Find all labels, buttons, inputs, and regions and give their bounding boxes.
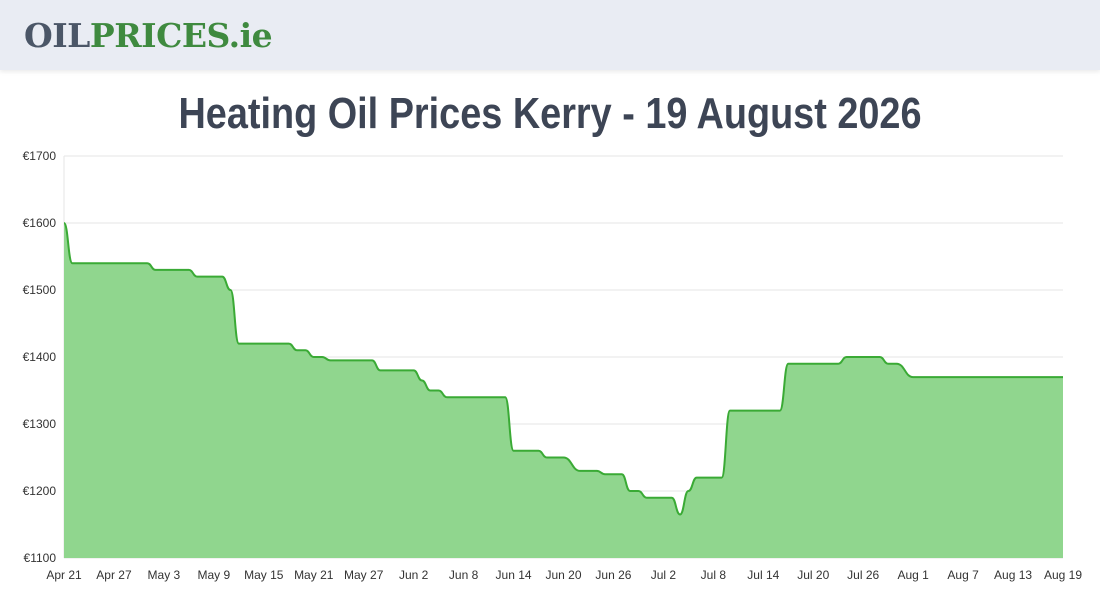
x-tick-label: Jun 26 bbox=[595, 568, 631, 582]
price-point[interactable] bbox=[144, 260, 150, 266]
site-header: OILPRICES.ie bbox=[0, 0, 1100, 70]
price-point[interactable] bbox=[777, 408, 783, 414]
price-point[interactable] bbox=[677, 511, 683, 517]
price-point[interactable] bbox=[785, 361, 791, 367]
y-tick-label: €1400 bbox=[23, 350, 57, 364]
y-tick-label: €1700 bbox=[23, 149, 57, 163]
price-point[interactable] bbox=[877, 354, 883, 360]
price-point[interactable] bbox=[885, 361, 891, 367]
x-tick-label: Jul 8 bbox=[701, 568, 727, 582]
x-tick-label: May 3 bbox=[148, 568, 181, 582]
x-tick-label: Jul 20 bbox=[797, 568, 829, 582]
price-point[interactable] bbox=[436, 388, 442, 394]
price-point[interactable] bbox=[827, 361, 833, 367]
x-tick-label: Apr 27 bbox=[96, 568, 132, 582]
price-point[interactable] bbox=[61, 220, 67, 226]
x-tick-label: Jul 2 bbox=[651, 568, 677, 582]
logo-text-oil: OIL bbox=[24, 16, 90, 55]
price-point[interactable] bbox=[419, 377, 425, 383]
x-tick-label: May 15 bbox=[244, 568, 284, 582]
price-point[interactable] bbox=[527, 448, 533, 454]
price-point[interactable] bbox=[710, 475, 716, 481]
price-point[interactable] bbox=[536, 448, 542, 454]
x-tick-label: Jun 2 bbox=[399, 568, 429, 582]
x-tick-label: Aug 19 bbox=[1044, 568, 1082, 582]
price-point[interactable] bbox=[544, 455, 550, 461]
site-logo[interactable]: OILPRICES.ie bbox=[24, 16, 273, 56]
price-point[interactable] bbox=[727, 408, 733, 414]
price-point[interactable] bbox=[594, 468, 600, 474]
area-layer bbox=[61, 220, 1066, 558]
price-point[interactable] bbox=[894, 361, 900, 367]
price-point[interactable] bbox=[244, 341, 250, 347]
logo-text-prices: PRICES bbox=[89, 16, 229, 55]
price-point[interactable] bbox=[311, 354, 317, 360]
price-point[interactable] bbox=[644, 495, 650, 501]
price-point[interactable] bbox=[219, 274, 225, 280]
y-tick-label: €1500 bbox=[23, 283, 57, 297]
price-point[interactable] bbox=[627, 488, 633, 494]
price-point[interactable] bbox=[511, 448, 517, 454]
price-point[interactable] bbox=[694, 475, 700, 481]
price-point[interactable] bbox=[294, 347, 300, 353]
price-point[interactable] bbox=[602, 471, 608, 477]
logo-text-tld: .ie bbox=[228, 16, 273, 55]
y-tick-label: €1100 bbox=[24, 551, 57, 565]
price-point[interactable] bbox=[835, 361, 841, 367]
price-point[interactable] bbox=[502, 394, 508, 400]
price-point[interactable] bbox=[402, 367, 408, 373]
price-point[interactable] bbox=[760, 408, 766, 414]
x-tick-label: May 21 bbox=[294, 568, 334, 582]
price-point[interactable] bbox=[153, 267, 159, 273]
price-chart: €1100 €1200 €1300 €1400 €1500 €1600 €1700 Apr 2… bbox=[23, 149, 1083, 582]
x-tick-label: Apr 21 bbox=[46, 568, 82, 582]
price-point[interactable] bbox=[552, 455, 558, 461]
page-title: Heating Oil Prices Kerry - 19 August 202… bbox=[178, 89, 922, 138]
price-point[interactable] bbox=[236, 341, 242, 347]
price-point[interactable] bbox=[69, 260, 75, 266]
y-tick-label: €1600 bbox=[23, 216, 57, 230]
x-tick-label: Jul 26 bbox=[847, 568, 879, 582]
price-point[interactable] bbox=[561, 455, 567, 461]
x-tick-label: Jun 20 bbox=[545, 568, 581, 582]
price-point[interactable] bbox=[444, 394, 450, 400]
x-tick-label: Aug 1 bbox=[897, 568, 929, 582]
price-point[interactable] bbox=[685, 488, 691, 494]
price-point[interactable] bbox=[194, 274, 200, 280]
x-tick-label: Jun 14 bbox=[496, 568, 532, 582]
price-point[interactable] bbox=[577, 468, 583, 474]
price-chart-container: €1100 €1200 €1300 €1400 €1500 €1600 €1700 Apr 2… bbox=[0, 140, 1100, 600]
price-point[interactable] bbox=[719, 475, 725, 481]
price-point[interactable] bbox=[669, 495, 675, 501]
x-tick-label: Aug 13 bbox=[994, 568, 1032, 582]
price-point[interactable] bbox=[844, 354, 850, 360]
y-tick-label: €1200 bbox=[23, 484, 57, 498]
x-tick-label: Jul 14 bbox=[747, 568, 779, 582]
price-point[interactable] bbox=[228, 287, 234, 293]
price-point[interactable] bbox=[369, 357, 375, 363]
price-point[interactable] bbox=[302, 347, 308, 353]
price-point[interactable] bbox=[319, 354, 325, 360]
price-point[interactable] bbox=[635, 488, 641, 494]
x-tick-label: May 9 bbox=[198, 568, 231, 582]
price-point[interactable] bbox=[78, 260, 84, 266]
price-point[interactable] bbox=[186, 267, 192, 273]
price-point[interactable] bbox=[411, 367, 417, 373]
price-series-line bbox=[63, 222, 1063, 516]
x-tick-label: May 27 bbox=[344, 568, 384, 582]
price-point[interactable] bbox=[327, 357, 333, 363]
price-area-fill bbox=[64, 223, 1063, 558]
price-point[interactable] bbox=[286, 341, 292, 347]
price-point[interactable] bbox=[619, 471, 625, 477]
y-tick-label: €1300 bbox=[23, 417, 57, 431]
price-point[interactable] bbox=[1060, 374, 1066, 380]
price-point[interactable] bbox=[377, 367, 383, 373]
price-point[interactable] bbox=[427, 388, 433, 394]
price-point[interactable] bbox=[910, 374, 916, 380]
axis-layer: €1100 €1200 €1300 €1400 €1500 €1600 €1700 Apr 2… bbox=[23, 149, 1083, 582]
x-tick-label: Jun 8 bbox=[449, 568, 479, 582]
price-point[interactable] bbox=[494, 394, 500, 400]
x-tick-label: Aug 7 bbox=[947, 568, 979, 582]
